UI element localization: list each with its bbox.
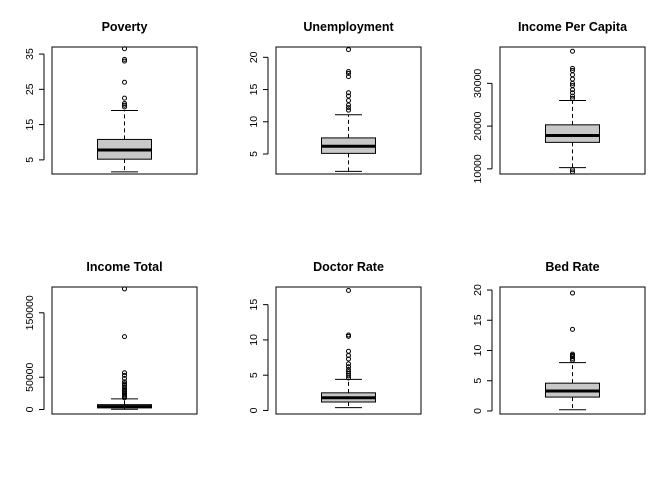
outlier-point — [122, 384, 127, 390]
outlier-point — [346, 348, 351, 354]
outlier-point — [346, 105, 351, 111]
outlier-point — [122, 58, 127, 64]
y-tick-label: 10 — [248, 334, 260, 346]
plot-frame — [275, 46, 422, 175]
outlier-point — [570, 95, 575, 101]
y-tick-label: 20 — [248, 51, 260, 63]
iqr-box — [545, 124, 600, 143]
outlier-point — [346, 90, 351, 96]
y-tick-label: 0 — [472, 408, 484, 414]
y-tick-label: 10 — [248, 116, 260, 128]
outlier-point — [122, 381, 127, 387]
outlier-point — [122, 79, 127, 85]
y-tick-label: 50000 — [24, 362, 36, 391]
y-tick-label: 15 — [24, 119, 36, 131]
outlier-point — [346, 70, 351, 76]
outlier-point — [570, 76, 575, 82]
outlier-point — [122, 372, 127, 378]
outlier-point — [570, 351, 575, 357]
outlier-point — [570, 326, 575, 332]
panel-6: Bed Rate 0 5 10 15 20 — [472, 260, 646, 415]
outlier-point — [570, 167, 575, 173]
outlier-point — [122, 334, 127, 340]
outlier-point — [122, 376, 127, 382]
panel-3: Income Per Capita 10000 20000 30000 — [472, 20, 646, 183]
panel-title: Bed Rate — [545, 260, 599, 274]
y-tick-label: 25 — [24, 83, 36, 95]
outlier-point — [570, 90, 575, 96]
outlier-point — [346, 98, 351, 104]
outlier-point — [570, 82, 575, 88]
panel-title: Doctor Rate — [313, 260, 384, 274]
y-tick-label: 5 — [472, 378, 484, 384]
y-tick-label: 5 — [248, 372, 260, 378]
panel-title: Poverty — [102, 20, 148, 34]
y-tick-label: 10000 — [472, 154, 484, 183]
outlier-point — [570, 93, 575, 99]
outlier-point — [570, 72, 575, 78]
outlier-point — [122, 102, 127, 108]
plot-frame — [275, 286, 422, 415]
panel-2: Unemployment 5 10 15 20 — [248, 20, 422, 175]
outlier-point — [570, 169, 575, 175]
y-tick-label: 150000 — [24, 295, 36, 330]
plot-frame — [499, 286, 646, 415]
outlier-point — [346, 102, 351, 108]
panel-title: Unemployment — [303, 20, 394, 34]
outlier-point — [346, 107, 351, 113]
y-tick-label: 35 — [24, 48, 36, 60]
y-tick-label: 15 — [472, 314, 484, 326]
y-tick-label: 30000 — [472, 69, 484, 98]
panel-5: Doctor Rate 0 5 10 15 — [248, 260, 422, 415]
y-tick-label: 20000 — [472, 111, 484, 140]
outlier-point — [346, 93, 351, 99]
outlier-point — [346, 364, 351, 370]
y-tick-label: 10 — [472, 345, 484, 357]
y-tick-label: 15 — [248, 84, 260, 96]
outlier-point — [570, 48, 575, 54]
y-tick-label: 0 — [24, 406, 36, 412]
y-tick-label: 5 — [248, 151, 260, 157]
outlier-point — [122, 379, 127, 385]
outlier-point — [122, 100, 127, 106]
panel-title: Income Total — [86, 260, 162, 274]
outlier-point — [122, 95, 127, 101]
outlier-point — [346, 288, 351, 294]
outlier-point — [122, 286, 127, 292]
outlier-point — [346, 361, 351, 367]
y-tick-label: 5 — [24, 157, 36, 163]
outlier-point — [346, 332, 351, 338]
y-tick-label: 15 — [248, 299, 260, 311]
outlier-point — [122, 370, 127, 376]
outlier-point — [346, 367, 351, 373]
y-tick-label: 0 — [248, 407, 260, 413]
outlier-point — [570, 68, 575, 74]
panel-title: Income Per Capita — [518, 20, 628, 34]
outlier-point — [346, 369, 351, 375]
outlier-point — [570, 65, 575, 71]
outlier-point — [346, 74, 351, 80]
outlier-point — [570, 290, 575, 296]
outlier-point — [346, 68, 351, 74]
outlier-point — [122, 56, 127, 62]
outlier-point — [346, 47, 351, 53]
y-tick-label: 20 — [472, 284, 484, 296]
outlier-point — [122, 46, 127, 52]
panel-1: Poverty 5 15 25 35 — [24, 20, 198, 175]
panel-4: Income Total 0 50000 150000 — [24, 260, 198, 415]
